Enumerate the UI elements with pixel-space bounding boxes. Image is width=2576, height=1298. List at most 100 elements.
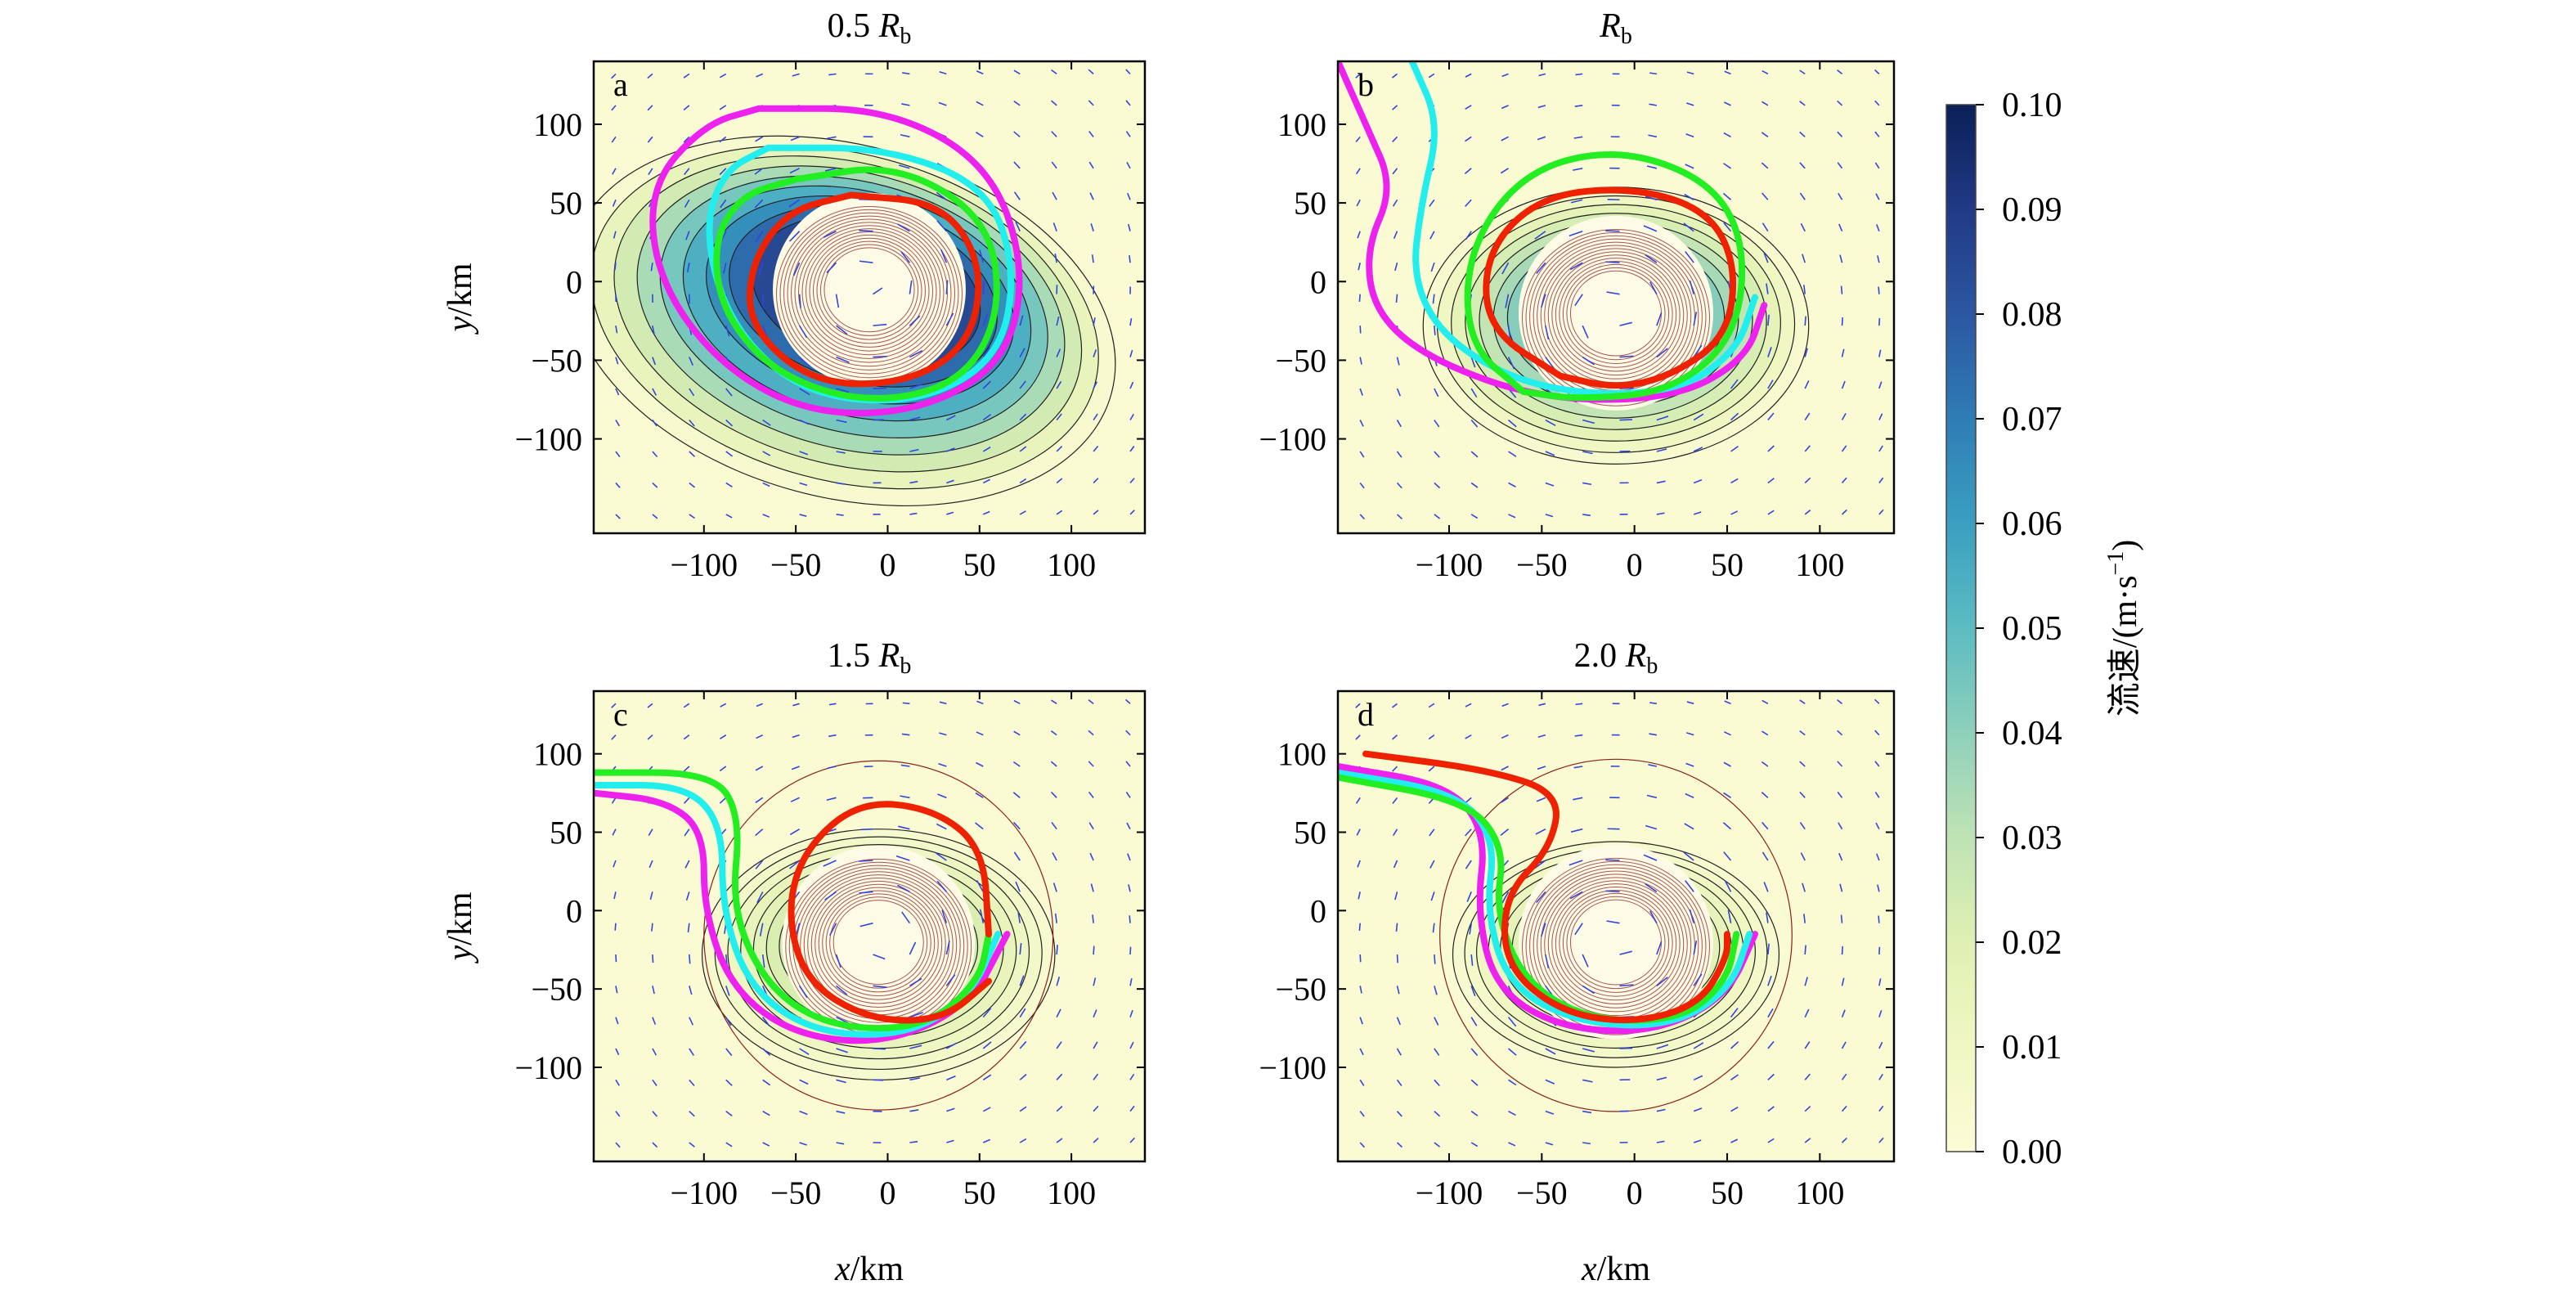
vector-arrow	[1394, 892, 1398, 901]
vector-arrow	[1535, 828, 1546, 835]
vector-arrow	[1126, 822, 1131, 830]
y-tick-label: 100	[533, 106, 582, 143]
x-tick-label: 100	[1795, 546, 1844, 583]
vector-arrow	[1767, 478, 1775, 484]
vector-arrow	[1568, 860, 1583, 866]
vector-arrow	[689, 451, 696, 457]
vector-arrow	[1355, 734, 1361, 740]
vector-arrow	[1051, 69, 1057, 75]
vector-arrow	[1470, 388, 1478, 398]
vector-arrow	[1723, 163, 1731, 169]
ring-contour	[791, 218, 948, 367]
y-axis-label: y/km	[442, 263, 479, 335]
vector-arrow	[613, 892, 617, 900]
vector-arrow	[762, 514, 770, 518]
vector-arrow	[1056, 380, 1062, 389]
vector-arrow	[756, 734, 764, 739]
vector-arrow	[1051, 791, 1057, 798]
vector-arrow	[1767, 975, 1772, 986]
vector-arrow	[1575, 703, 1583, 706]
vector-arrow	[1767, 380, 1774, 389]
plot-area	[594, 691, 1145, 1161]
vector-arrow	[826, 797, 837, 802]
x-tick-label: 100	[1795, 1174, 1844, 1211]
vector-arrow	[1761, 222, 1769, 232]
x-tick-label: 0	[879, 546, 895, 583]
vector-arrow	[799, 514, 807, 517]
vector-arrow	[1093, 349, 1097, 357]
vector-arrow	[975, 822, 984, 830]
vector-arrow	[1052, 191, 1057, 200]
vector-arrow	[652, 451, 658, 458]
x-tick-label: −100	[671, 546, 738, 583]
vector-arrow	[1088, 161, 1094, 169]
vector-arrow	[1501, 262, 1510, 275]
cyan-trajectory	[1408, 61, 1758, 397]
vector-arrow	[1761, 730, 1769, 736]
vector-arrow	[1396, 451, 1402, 458]
colorbar-tick-label: 0.03	[2002, 820, 2062, 857]
ring-contour	[798, 225, 940, 359]
vector-arrow	[1013, 730, 1021, 736]
vector-arrow	[1050, 761, 1057, 767]
vector-arrow	[725, 1079, 733, 1086]
vector-arrow	[614, 923, 617, 931]
vector-arrow	[1358, 263, 1361, 271]
vector-arrow	[1804, 977, 1808, 986]
ring-contour	[801, 228, 937, 356]
vector-arrow	[909, 315, 921, 326]
vector-arrow	[859, 860, 873, 862]
y-tick-label: 0	[566, 263, 582, 300]
vector-arrow	[1127, 223, 1131, 231]
vector-arrow	[1507, 357, 1515, 370]
vector-arrow	[1501, 766, 1509, 771]
vector-arrow	[1465, 199, 1472, 207]
vector-arrow	[1359, 1111, 1365, 1117]
vector-arrow	[1619, 950, 1632, 955]
vortex-core	[782, 845, 976, 1039]
vector-arrow	[1125, 100, 1131, 106]
red-trajectory	[1362, 750, 1730, 1024]
plot-frame	[1336, 689, 1896, 1163]
vector-arrow	[1019, 510, 1026, 515]
vector-arrow	[1878, 1105, 1884, 1112]
vector-arrow	[1683, 851, 1694, 861]
vector-arrow	[1878, 1010, 1883, 1017]
vector-arrow	[1396, 357, 1400, 366]
vector-arrow	[754, 168, 764, 175]
vector-arrow	[1056, 1138, 1063, 1143]
x-tick-label: −50	[1516, 546, 1568, 583]
vector-arrow	[684, 829, 690, 837]
vector-arrow	[754, 199, 764, 209]
vector-arrow	[1841, 317, 1843, 326]
vector-arrow	[1051, 161, 1057, 169]
vector-arrow	[614, 263, 617, 271]
vector-arrow	[1570, 199, 1583, 204]
vector-arrow	[1428, 73, 1435, 79]
vector-arrow	[1799, 822, 1806, 830]
vector-arrow	[1799, 761, 1806, 767]
vector-arrow	[615, 325, 618, 334]
ring-contour	[1551, 254, 1681, 376]
vector-arrow	[687, 263, 690, 272]
vector-arrow	[1841, 1137, 1847, 1143]
vector-arrow	[936, 823, 947, 830]
vector-arrow	[647, 136, 653, 143]
vector-arrow	[1800, 852, 1806, 861]
vector-arrow	[1877, 255, 1880, 263]
vector-arrow	[1501, 891, 1510, 904]
vector-arrow	[937, 793, 947, 799]
vector-arrow	[1089, 192, 1094, 200]
vector-arrow	[1434, 954, 1436, 964]
vector-arrow	[1470, 1079, 1479, 1086]
vector-arrow	[683, 734, 690, 740]
vector-arrow	[725, 388, 733, 397]
vector-arrow	[1392, 168, 1398, 175]
vector-arrow	[1019, 413, 1027, 421]
vector-arrow	[1723, 761, 1731, 767]
vector-arrow	[1878, 381, 1883, 389]
vector-arrow	[939, 732, 947, 736]
vector-arrow	[1573, 797, 1583, 801]
vector-arrow	[1838, 223, 1843, 232]
vector-arrow	[899, 164, 910, 169]
